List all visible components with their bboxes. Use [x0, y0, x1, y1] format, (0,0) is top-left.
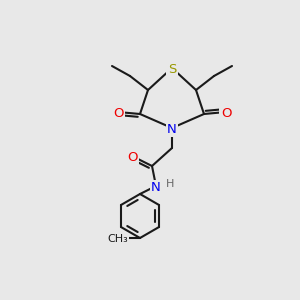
Text: CH₃: CH₃: [108, 234, 128, 244]
Text: H: H: [166, 179, 174, 189]
Text: S: S: [168, 63, 176, 76]
Text: N: N: [151, 181, 161, 194]
Text: N: N: [167, 123, 177, 136]
Text: O: O: [113, 107, 123, 120]
Text: O: O: [221, 107, 231, 120]
Text: O: O: [127, 151, 137, 164]
